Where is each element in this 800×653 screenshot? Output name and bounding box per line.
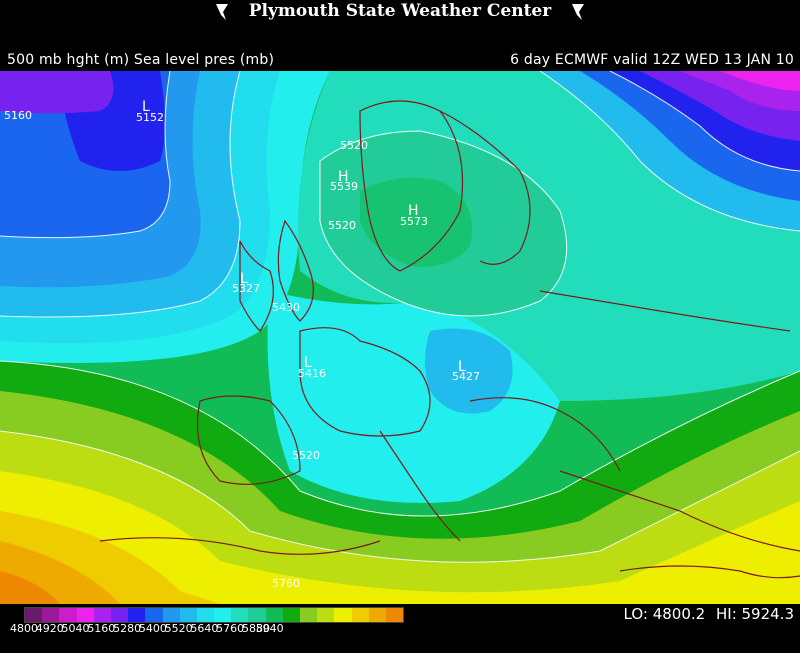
- contour-band: [0, 71, 114, 114]
- scale-tick-label: 5280: [113, 622, 142, 635]
- contour-band: [425, 328, 513, 414]
- header: Plymouth State Weather Center: [0, 0, 800, 24]
- high-pressure-mark: H: [338, 169, 349, 185]
- contour-label-group: 5160 5152 5520 5539 5573 5520 5327 5430 …: [4, 109, 480, 590]
- color-swatch: [351, 608, 369, 622]
- scale-tick-label: 5160: [87, 622, 116, 635]
- color-swatch: [282, 608, 300, 622]
- scale-tick-label: 5760: [216, 622, 245, 635]
- weather-map-svg: 5160 5152 5520 5539 5573 5520 5327 5430 …: [0, 71, 800, 604]
- contour-label: 5152: [136, 111, 164, 124]
- color-swatch: [196, 608, 215, 622]
- contour-lines: [0, 71, 800, 563]
- color-swatch: [162, 608, 180, 622]
- contour-band: [0, 471, 800, 604]
- scale-tick-label: 4800: [10, 622, 38, 635]
- scale-tick-label: 5400: [138, 622, 167, 635]
- contour-label: 5327: [232, 282, 260, 295]
- country-borders: [99, 100, 800, 579]
- color-swatch: [214, 608, 232, 622]
- contour-label: 5430: [272, 301, 300, 314]
- value-range: LO: 4800.2 HI: 5924.3: [618, 605, 794, 623]
- color-swatch: [368, 608, 386, 622]
- low-pressure-mark: L: [240, 271, 248, 287]
- contour-label: 5520: [292, 449, 320, 462]
- color-swatch: [179, 608, 197, 622]
- color-swatch: [317, 608, 335, 622]
- color-swatch: [76, 608, 94, 622]
- contour-label: 5760: [272, 577, 300, 590]
- pressure-mark-group: L H H L L L: [142, 99, 466, 375]
- color-swatch: [300, 608, 318, 622]
- plymouth-logo-icon: [215, 3, 228, 20]
- high-value: HI: 5924.3: [715, 605, 794, 623]
- low-pressure-mark: L: [142, 99, 150, 115]
- color-swatch: [385, 608, 404, 622]
- scale-tick-label: 5880: [241, 622, 270, 635]
- contour-band: [720, 71, 800, 91]
- color-swatch: [265, 608, 283, 622]
- color-swatch: [25, 608, 43, 622]
- contour-label: 5160: [4, 109, 32, 122]
- color-swatch: [59, 608, 77, 622]
- page-title: Plymouth State Weather Center: [248, 1, 552, 21]
- contour-band: [360, 177, 472, 267]
- model-valid-time: 6 day ECMWF valid 12Z WED 13 JAN 10: [510, 52, 794, 68]
- contour-label: 5573: [400, 215, 428, 228]
- contour-label: 5520: [340, 139, 368, 152]
- low-pressure-mark: L: [304, 355, 312, 371]
- color-swatch: [231, 608, 249, 622]
- color-scale-bar: [24, 607, 404, 623]
- color-swatch: [110, 608, 129, 622]
- high-pressure-mark: H: [408, 203, 419, 219]
- color-scale-ticks: 4800 4920 5040 5160 5280 5400 5520 5640 5760 5880…: [0, 622, 420, 636]
- color-swatch: [128, 608, 146, 622]
- contour-label: 5416: [298, 367, 326, 380]
- contour-label: 5539: [330, 180, 358, 193]
- scale-tick-label: 4920: [35, 622, 64, 635]
- weather-map: 5160 5152 5520 5539 5573 5520 5327 5430 …: [0, 71, 800, 604]
- low-pressure-mark: L: [458, 359, 466, 375]
- field-description: 500 mb hght (m) Sea level pres (mb): [7, 52, 275, 68]
- scale-tick-label: 5640: [190, 622, 219, 635]
- plymouth-logo-icon: [572, 3, 585, 20]
- color-swatch: [93, 608, 111, 622]
- color-swatch: [248, 608, 266, 622]
- contour-label: 5520: [328, 219, 356, 232]
- scale-tick-label: 5040: [61, 622, 90, 635]
- contour-label: 5427: [452, 370, 480, 383]
- scale-tick-label: 5520: [164, 622, 193, 635]
- low-value: LO: 4800.2: [623, 605, 706, 623]
- color-swatch: [334, 608, 352, 622]
- color-swatch: [145, 608, 163, 622]
- scale-tick-label: 5940: [255, 622, 284, 635]
- contour-band: [0, 571, 60, 604]
- color-swatch: [42, 608, 60, 622]
